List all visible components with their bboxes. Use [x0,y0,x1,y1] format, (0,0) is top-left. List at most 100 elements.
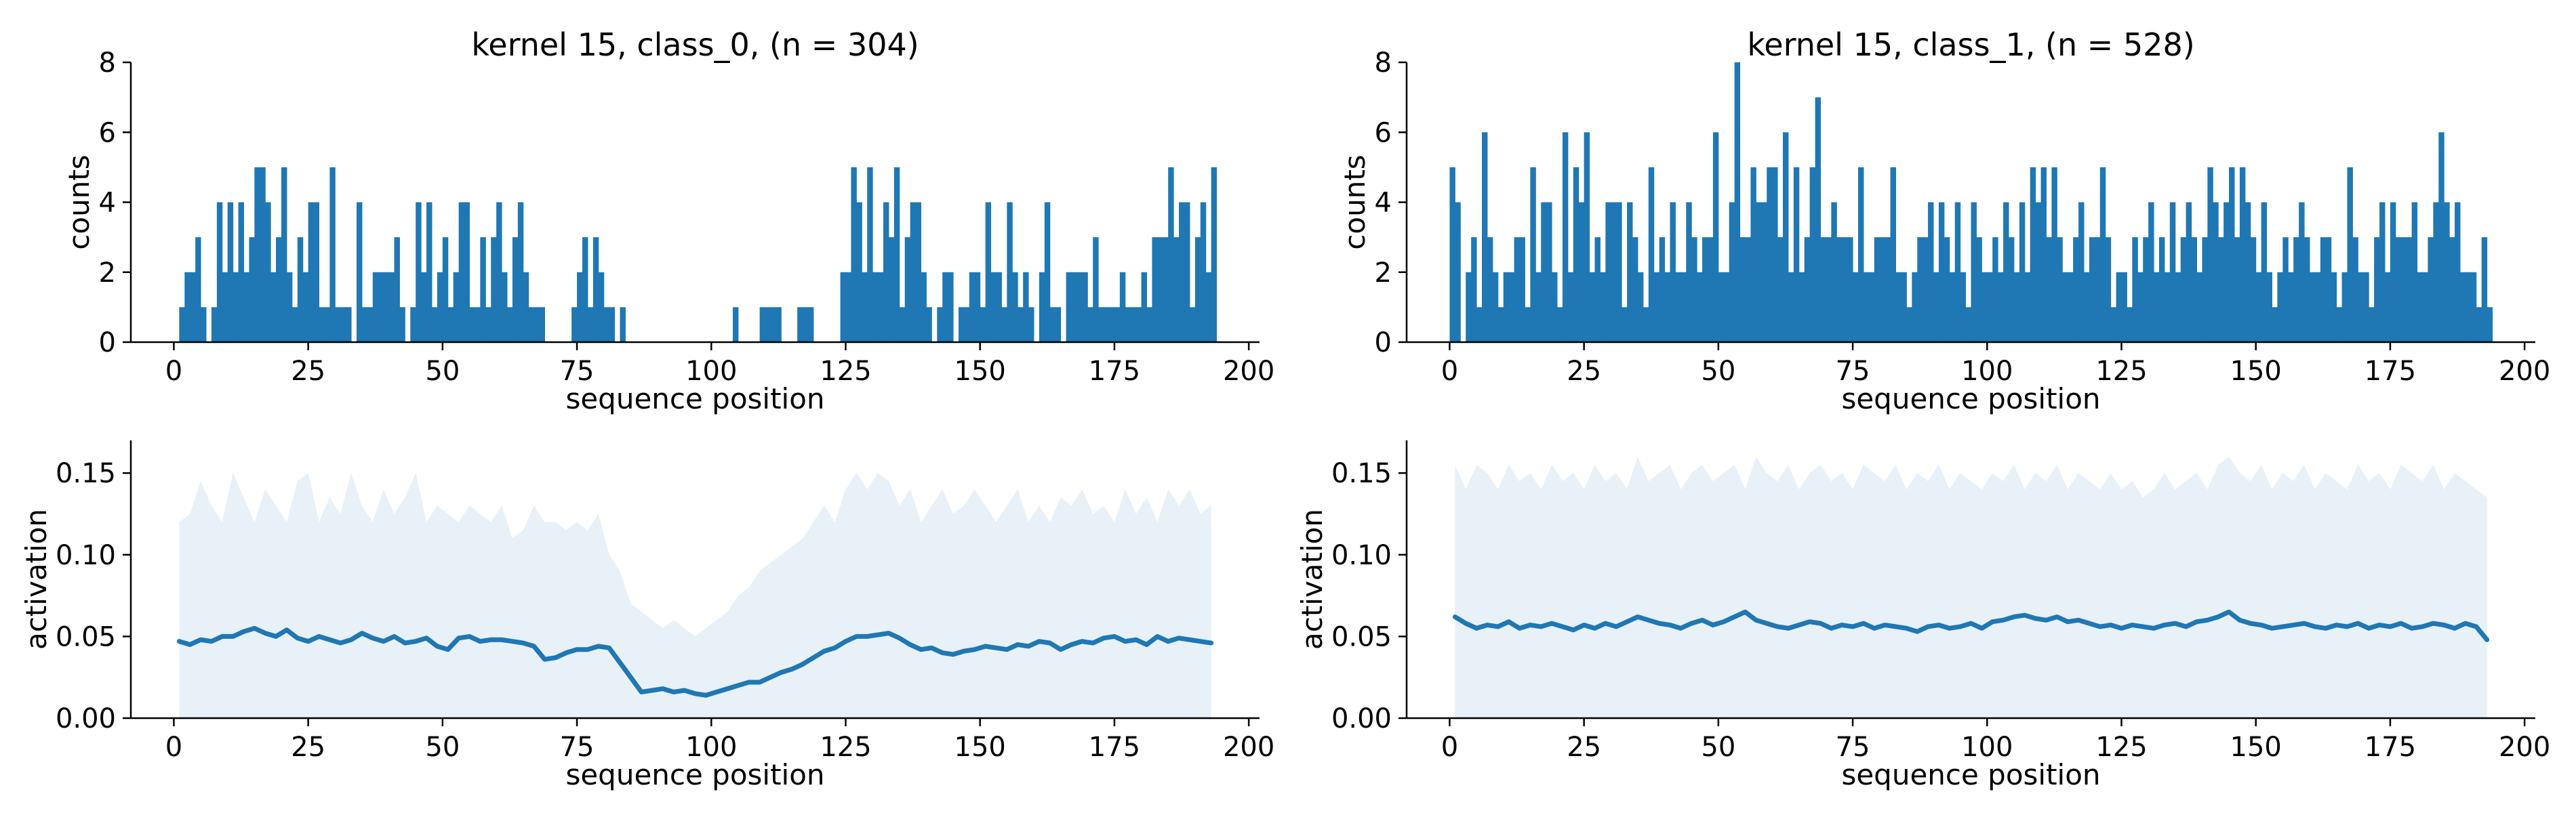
hist1-bar [2352,237,2358,343]
hist0-bar [765,307,771,343]
hist0-bar [491,237,497,343]
hist1-bar [1594,237,1601,343]
hist1-bar [2062,272,2068,342]
hist0-bar [410,307,416,343]
hist1-bar [2110,307,2117,343]
hist0-bar [1173,237,1180,343]
hist0-bar [845,272,851,342]
hist1-x-tick-label: 50 [1701,356,1735,387]
hist1-bar [2175,272,2181,342]
hist0-bar [458,202,465,342]
hist0-bar [1098,307,1104,343]
hist0-bar [582,237,588,343]
hist1-bar [2336,307,2343,343]
hist1-bar [2068,272,2074,342]
hist0-bar [394,237,400,343]
hist0-bar [270,272,277,342]
hist0-bar [378,272,384,342]
hist1-bar [1664,272,1670,342]
hist0-bar [421,272,427,342]
histogram-class-0-panel: 0 25 50 75 100 125 150 175 200 0 2 4 6 8 sequence posi… [62,26,1274,415]
hist1-bar [2465,272,2472,342]
hist0-x-tick-label: 200 [1223,356,1274,387]
hist1-bar [2417,272,2423,342]
hist0-bar [1163,237,1169,343]
hist0-bar [227,202,234,342]
act1-x-tick-label: 75 [1836,732,1870,763]
hist0-bar [324,307,330,343]
hist1-bar [2154,272,2160,342]
hist0-bar [222,272,228,342]
hist1-bar [1928,202,1934,342]
hist1-bar [2433,202,2439,342]
hist1-bar [1653,272,1660,342]
act1-x-tick-label: 125 [2095,732,2147,763]
hist1-bar [2196,272,2202,342]
hist1-bar [1702,237,1708,343]
hist0-bar [1125,307,1131,343]
hist0-bar [507,307,513,343]
hist0-bar [201,307,207,343]
hist0-bar [1018,307,1024,343]
hist0-bar [297,237,304,343]
hist0-bar [1104,307,1110,343]
hist1-bar [1858,167,1864,343]
hist1-bar [2009,237,2015,343]
hist1-bar [1809,167,1816,343]
hist0-bar [475,307,481,343]
hist1-y-tick-label: 2 [1375,257,1392,289]
hist0-bar [915,202,921,342]
act0-x-tick-label: 25 [291,732,325,763]
hist0-bar [249,237,255,343]
hist1-bar [1885,237,1891,343]
hist0-bar [733,307,739,343]
hist0-bar [383,272,390,342]
hist0-bar [367,307,374,343]
hist0-x-tick-label: 50 [425,356,460,387]
hist1-bar [2073,237,2079,343]
hist0-bar [276,237,282,343]
hist0-bar [517,202,524,342]
hist1-bar [1691,237,1697,343]
hist1-x-tick-label: 25 [1567,356,1601,387]
hist1-bar [2363,272,2369,342]
act0-x-axis-label: sequence position [565,758,824,791]
hist0-bar [388,272,395,342]
hist0-bar [254,167,260,343]
hist0-bar [878,272,884,342]
hist0-chart-title: kernel 15, class_0, (n = 304) [471,26,919,63]
hist1-bar [2180,237,2187,343]
hist1-bar [1783,132,1789,342]
hist1-bar [1514,237,1520,343]
hist1-bar [1874,237,1880,343]
hist1-bar [2094,237,2101,343]
hist0-bar [496,202,502,342]
hist1-bar [1622,307,1628,343]
hist0-bar [974,272,981,342]
hist1-bar [2455,202,2461,342]
hist1-bar [2137,272,2144,342]
hist1-x-tick-label: 125 [2095,356,2147,387]
hist1-bar [2369,307,2375,343]
hist1-bar [2159,237,2165,343]
hist0-x-tick-label: 25 [291,356,325,387]
act1-x-tick-label: 200 [2499,732,2550,763]
hist0-bar [1184,202,1190,342]
hist0-bar [893,167,900,343]
hist0-bar [469,307,475,343]
hist0-bar [797,307,803,343]
hist1-bar [1708,237,1714,343]
hist1-bar [2266,272,2272,342]
hist0-bar [190,272,196,342]
hist1-bar [2169,202,2176,342]
hist1-bar [1648,167,1655,343]
hist1-bar [2347,167,2353,343]
hist1-bar [1455,202,1461,342]
hist1-y-tick-label: 8 [1375,47,1392,79]
hist1-bar [1670,202,1676,342]
hist0-bar [776,307,782,343]
hist1-x-axis-label: sequence position [1841,382,2100,415]
hist0-x-tick-label: 150 [954,356,1006,387]
hist0-bar [211,307,218,343]
hist1-bar [2084,272,2090,342]
